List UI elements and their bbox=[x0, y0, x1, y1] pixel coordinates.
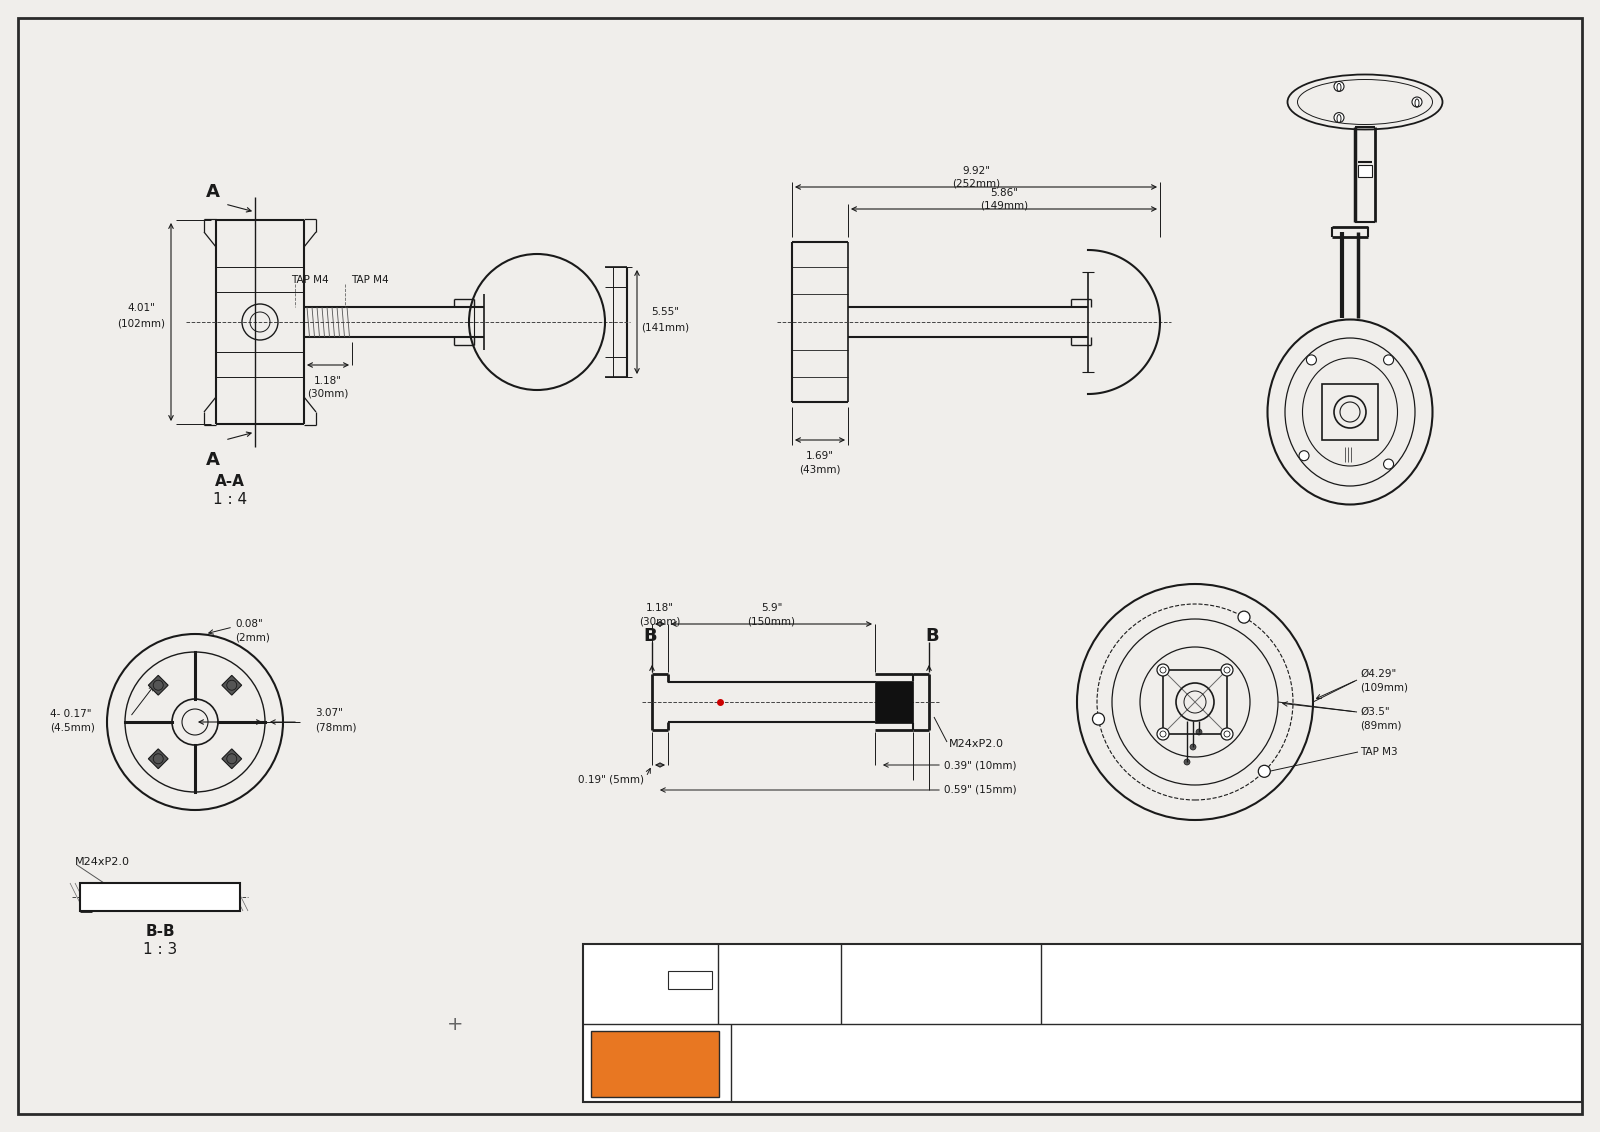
Text: 5.9": 5.9" bbox=[762, 603, 782, 614]
Bar bbox=[1322, 384, 1378, 440]
Bar bbox=[875, 681, 914, 723]
Text: DW: DW bbox=[621, 1043, 690, 1077]
Text: (4.5mm): (4.5mm) bbox=[50, 723, 94, 734]
Circle shape bbox=[1384, 460, 1394, 469]
Text: Ø3.5": Ø3.5" bbox=[1360, 708, 1390, 717]
Text: DATE: DATE bbox=[637, 951, 664, 961]
Text: 3.07": 3.07" bbox=[315, 708, 342, 718]
Circle shape bbox=[1184, 758, 1190, 765]
Text: (30mm): (30mm) bbox=[307, 389, 349, 398]
Text: +: + bbox=[446, 1015, 464, 1035]
Bar bbox=[590, 1031, 718, 1097]
Text: (2mm): (2mm) bbox=[235, 632, 270, 642]
Bar bbox=[149, 676, 168, 695]
Text: 5.86": 5.86" bbox=[990, 188, 1018, 198]
Text: (102mm): (102mm) bbox=[117, 318, 165, 328]
Text: TYPE: TYPE bbox=[1298, 951, 1325, 961]
Text: 04/29/2020: 04/29/2020 bbox=[614, 993, 686, 1005]
Text: Complete Surveillance Solutions: Complete Surveillance Solutions bbox=[605, 1083, 706, 1089]
Text: M24xP2.0: M24xP2.0 bbox=[75, 857, 130, 867]
Circle shape bbox=[1221, 664, 1234, 676]
Text: 5.55": 5.55" bbox=[651, 307, 678, 317]
Text: M24xP2.0: M24xP2.0 bbox=[949, 739, 1005, 749]
Text: (109mm): (109mm) bbox=[1360, 683, 1408, 693]
Text: (149mm): (149mm) bbox=[979, 201, 1029, 211]
Text: 1.69": 1.69" bbox=[806, 451, 834, 461]
Text: 0.59" (15mm): 0.59" (15mm) bbox=[944, 784, 1016, 795]
Bar bbox=[222, 749, 242, 769]
Text: 9.92": 9.92" bbox=[962, 166, 990, 175]
Text: A-A: A-A bbox=[214, 474, 245, 489]
Text: (141mm): (141mm) bbox=[642, 321, 690, 332]
Circle shape bbox=[1299, 451, 1309, 461]
Circle shape bbox=[1384, 355, 1394, 365]
Text: (150mm): (150mm) bbox=[747, 616, 795, 626]
Text: SCALE: SCALE bbox=[762, 951, 797, 961]
Bar bbox=[80, 883, 240, 911]
Bar bbox=[669, 971, 712, 989]
Text: TAP M4: TAP M4 bbox=[350, 275, 389, 285]
Circle shape bbox=[1197, 729, 1202, 735]
Bar bbox=[1163, 670, 1227, 734]
Text: 4.01": 4.01" bbox=[126, 303, 155, 314]
Text: B-B: B-B bbox=[146, 925, 174, 940]
Circle shape bbox=[1258, 765, 1270, 778]
Text: (30mm): (30mm) bbox=[640, 616, 680, 626]
Circle shape bbox=[1093, 713, 1104, 724]
Text: Ceiling mount bracket for white V7 ultra low-profile: Ceiling mount bracket for white V7 ultra… bbox=[738, 987, 1024, 997]
Text: 0.39" (10mm): 0.39" (10mm) bbox=[944, 760, 1016, 770]
Circle shape bbox=[1190, 744, 1197, 751]
Text: Aluminum: Aluminum bbox=[906, 992, 976, 1006]
Text: 0.08": 0.08" bbox=[235, 619, 262, 629]
Circle shape bbox=[1157, 728, 1170, 740]
Bar bbox=[1358, 165, 1373, 177]
Text: DESCRIPTION: DESCRIPTION bbox=[742, 964, 811, 974]
Text: TAP M3: TAP M3 bbox=[1360, 747, 1398, 757]
Bar bbox=[222, 676, 242, 695]
Text: (89mm): (89mm) bbox=[1360, 721, 1402, 731]
Text: MATERIAL: MATERIAL bbox=[914, 951, 968, 961]
Text: 1 : 3: 1 : 3 bbox=[142, 942, 178, 957]
Text: B: B bbox=[925, 627, 939, 645]
Circle shape bbox=[1157, 664, 1170, 676]
Circle shape bbox=[1334, 82, 1344, 92]
Bar bbox=[149, 749, 168, 769]
Circle shape bbox=[1413, 97, 1422, 108]
Circle shape bbox=[1221, 728, 1234, 740]
Circle shape bbox=[1238, 611, 1250, 623]
Circle shape bbox=[1334, 112, 1344, 122]
Text: Fixed: Fixed bbox=[1293, 992, 1330, 1006]
Text: (252mm): (252mm) bbox=[952, 179, 1000, 189]
Circle shape bbox=[1307, 355, 1317, 365]
Text: DWC-V7CMW: DWC-V7CMW bbox=[822, 962, 914, 976]
Text: 1 : 4: 1 : 4 bbox=[213, 492, 246, 507]
Text: TAP M4: TAP M4 bbox=[291, 275, 330, 285]
Text: (78mm): (78mm) bbox=[315, 722, 357, 732]
Text: (43mm): (43mm) bbox=[800, 464, 840, 474]
Text: 1.18": 1.18" bbox=[314, 376, 342, 386]
Text: A: A bbox=[206, 183, 219, 201]
Text: vandal dome cameras: vandal dome cameras bbox=[738, 1003, 862, 1013]
Text: Ø4.29": Ø4.29" bbox=[1360, 669, 1397, 679]
Bar bbox=[582, 944, 1582, 1101]
Text: 4- 0.17": 4- 0.17" bbox=[50, 709, 91, 719]
Text: B: B bbox=[643, 627, 658, 645]
Text: 0.19" (5mm): 0.19" (5mm) bbox=[578, 775, 643, 784]
Text: A: A bbox=[206, 451, 219, 469]
Text: 1.18": 1.18" bbox=[646, 603, 674, 614]
